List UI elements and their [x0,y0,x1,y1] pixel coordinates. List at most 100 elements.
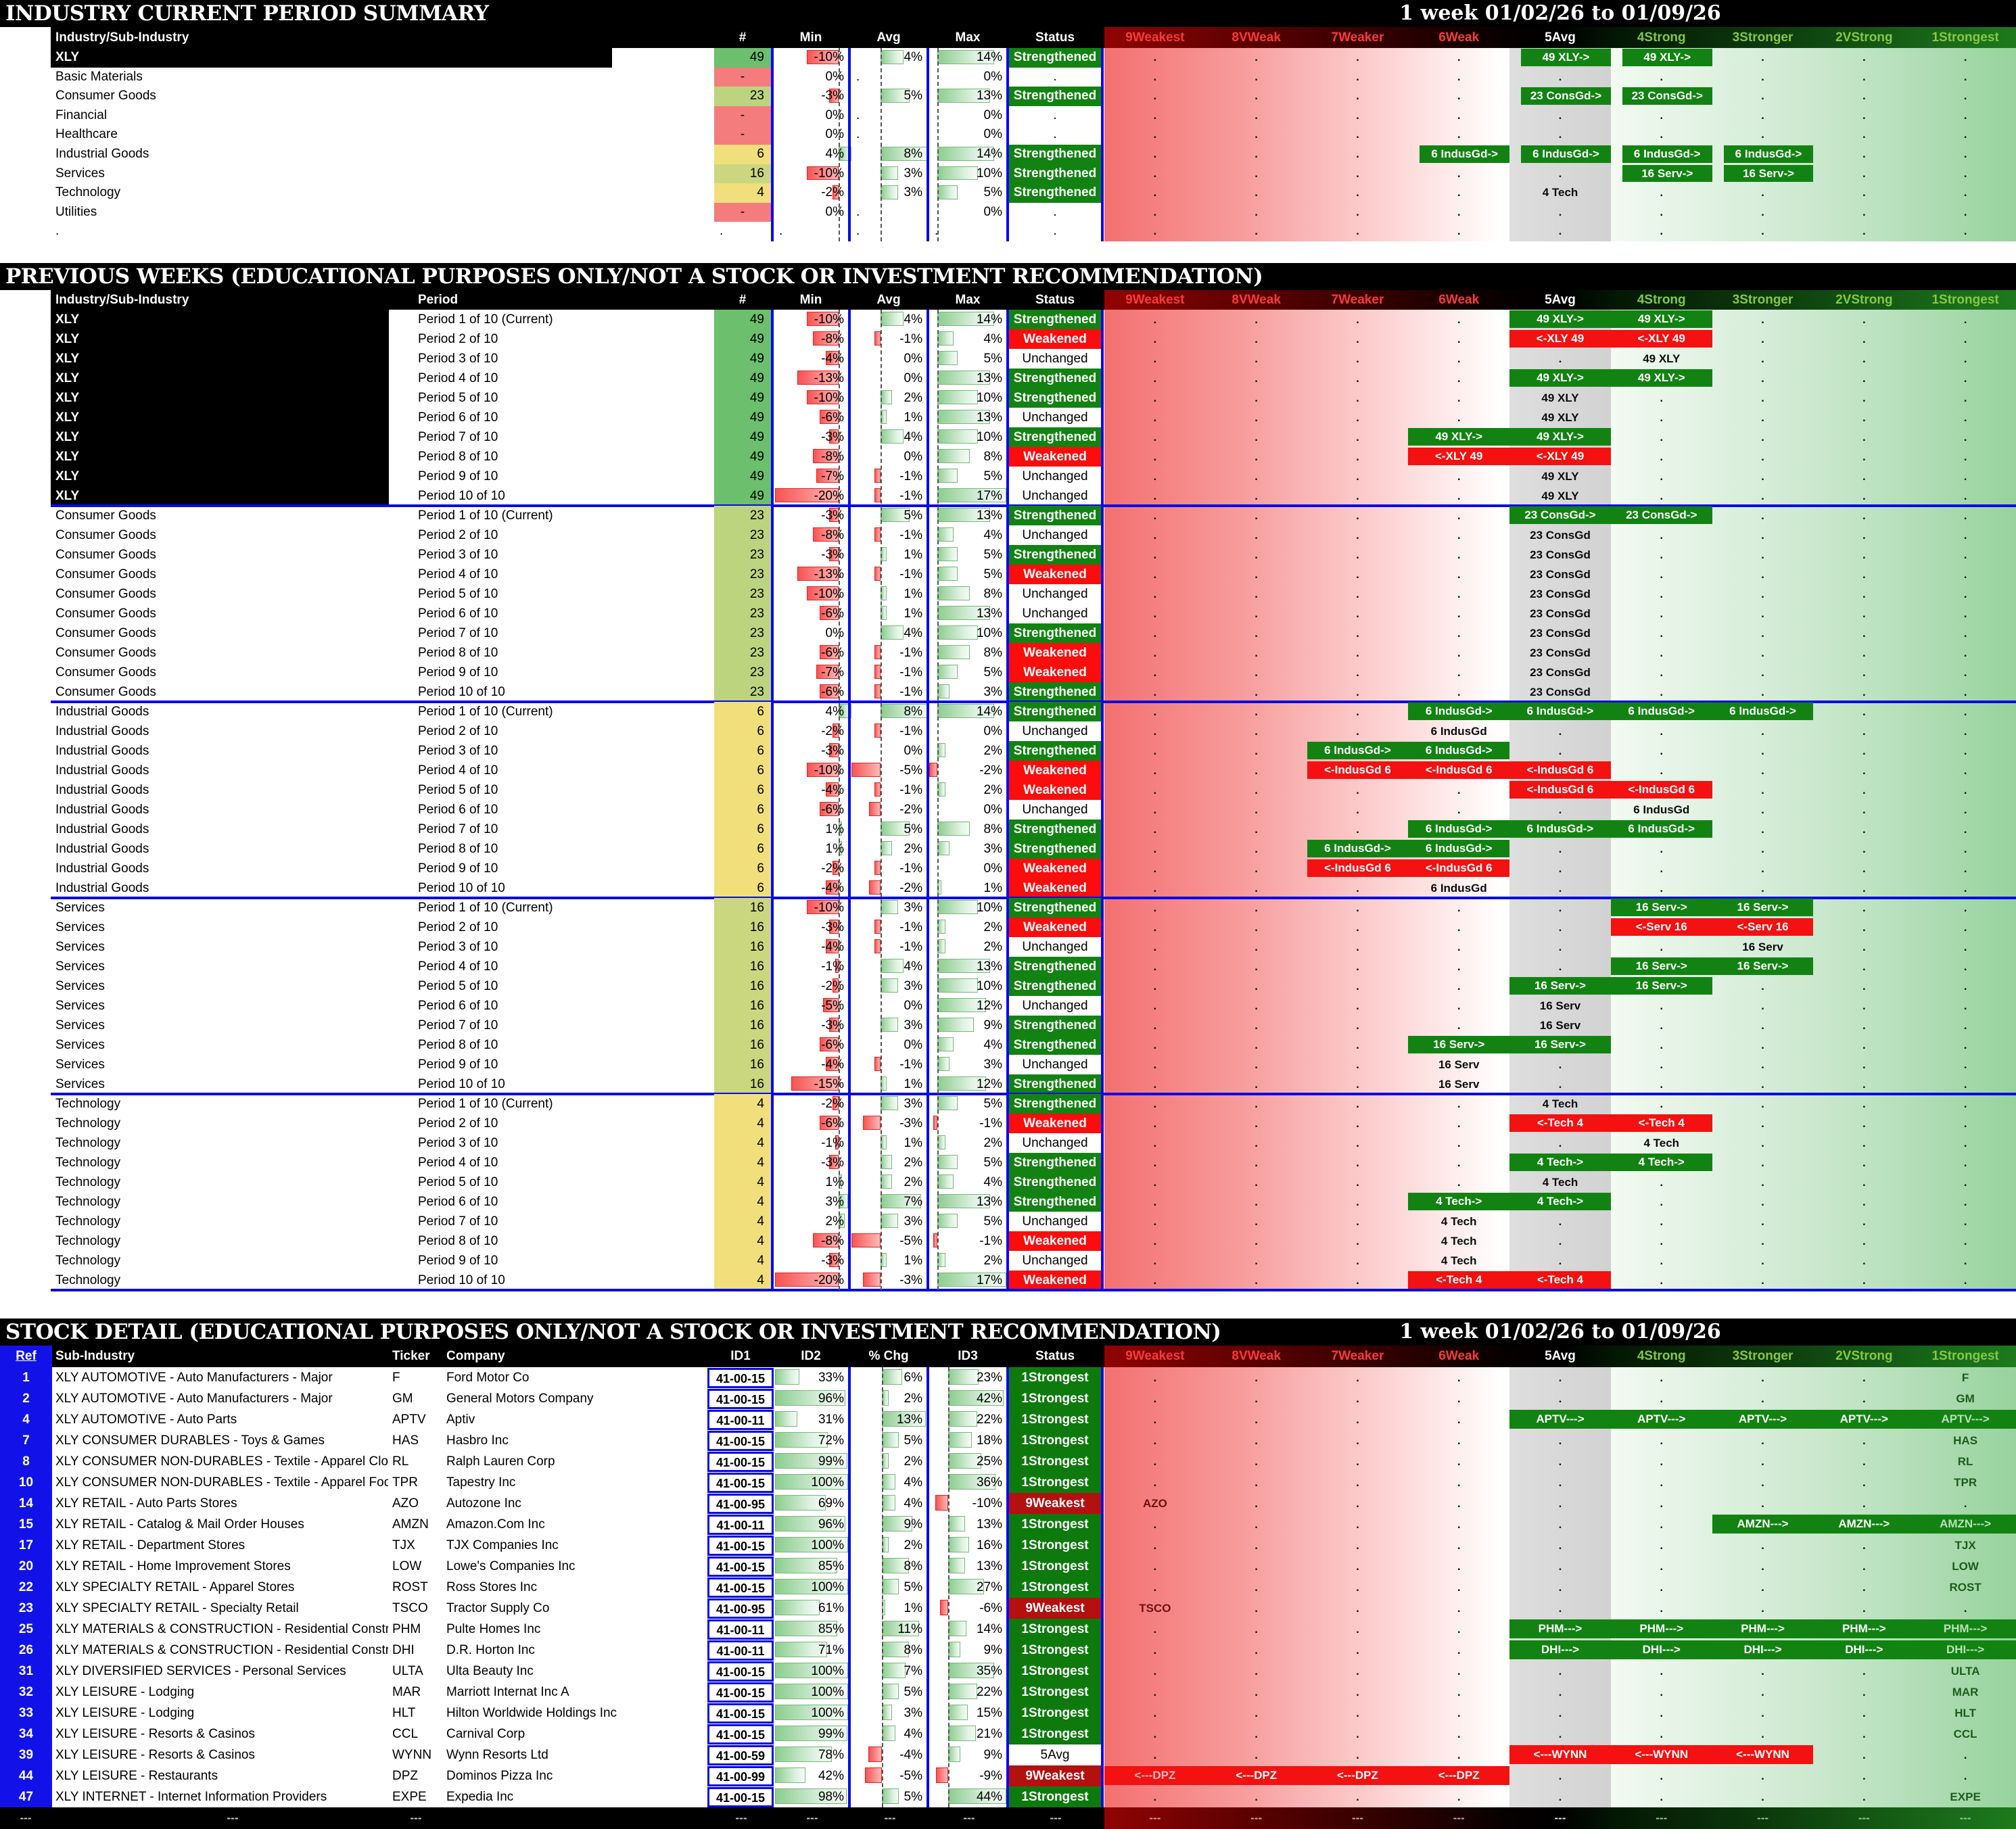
industry-label: Services [55,959,105,974]
status-cell: Strengthened [1009,369,1101,388]
heat-badge: <-XLY 49 [1610,330,1712,348]
avg-value: 2% [904,1175,922,1189]
max-value: -1% [979,1234,1002,1248]
heat-header-band [1104,27,2016,48]
avg-bar [874,488,881,502]
heat-cell: . [1963,960,1967,973]
heat-cell: . [1660,725,1664,738]
max-value: 5% [983,469,1002,483]
heat-cell: . [1558,1560,1562,1573]
period-label: Period 1 of 10 (Current) [418,1097,553,1111]
heat-label: AZO [1142,1497,1167,1510]
status-cell: 1Strongest [1009,1786,1101,1807]
count-cell-bg [714,702,771,721]
heat-cell: . [1660,1497,1664,1510]
heat-cell: . [1761,186,1764,199]
avg-value: 2% [904,391,922,405]
status-cell: Unchanged [1022,410,1088,425]
heat-cell: . [1660,686,1664,698]
heat-cell: . [1761,352,1764,365]
heat-cell: . [1660,941,1664,953]
period-label: Period 6 of 10 [418,410,498,425]
min-value: -4% [821,881,844,895]
heat-cell: . [1660,1539,1664,1552]
min-value: -8% [821,528,844,542]
min-bar [828,743,839,757]
heat-cell: . [1761,686,1764,698]
heat-cell: . [1963,333,1967,346]
heat-label: 4 Tech [1440,1235,1477,1248]
heat-cell: . [1457,1539,1461,1552]
heat-cell: . [1153,128,1157,141]
heat-cell: . [1963,186,1967,199]
period-label: Period 1 of 10 (Current) [418,312,553,327]
heat-cell: . [1153,1039,1157,1051]
avg-value: -1% [899,685,922,699]
heat-cell: . [1862,901,1866,914]
heat-cell: . [1660,588,1664,600]
id1-cell: 41-00-95 [707,1598,774,1619]
max-value: 13% [976,410,1002,425]
heat-cell: . [1356,960,1359,973]
count-cell-bg [714,1172,771,1192]
max-value: 5% [983,352,1002,366]
min-value: 1% [825,1175,844,1189]
heat-label: RL [1957,1455,1973,1468]
heat-cell: . [1558,352,1562,365]
count-cell-bg [714,1192,771,1212]
min-value: -2% [821,724,844,738]
heat-cell: . [1558,725,1562,738]
heat-label: 16 Serv [1539,999,1581,1012]
period-label: Period 8 of 10 [418,1038,498,1052]
heat-col-header: 6Weak [1438,293,1480,307]
min-bar [816,469,839,483]
heat-badge: <-IndusGd 6 [1307,859,1409,877]
heat-cell: . [1153,921,1157,934]
industry-label: Consumer Goods [55,567,156,581]
stocks-header-sub: Sub-Industry [55,1349,135,1363]
heat-cell: . [1660,1581,1664,1594]
heat-cell: . [1255,1195,1259,1208]
heat-label: 6 IndusGd [1430,882,1487,895]
count-cell-bg [714,145,771,164]
heat-cell: . [1963,607,1967,620]
industry-label: XLY [55,410,80,425]
heat-cell: . [1255,128,1259,141]
count-cell: 6 [757,861,764,876]
stocks-header-company: Company [446,1349,505,1363]
status-cell: 9Weakest [1009,1765,1101,1786]
count-cell: 16 [749,920,764,934]
avg-value: 3% [904,1097,922,1111]
count-cell-bg [714,1133,771,1153]
max-value: 4% [983,332,1002,346]
heat-badge: 23 ConsGd-> [1610,506,1712,524]
heat-cell: . [1457,1434,1461,1447]
ref-cell: 1 [22,1371,30,1385]
heat-cell: . [1862,548,1866,561]
heat-cell: . [1153,108,1157,122]
heat-cell: . [1153,686,1157,698]
heat-cell: . [1660,1707,1664,1719]
heat-cell: . [1558,1235,1562,1248]
max-value: 5% [983,548,1002,562]
heat-cell: . [1963,1039,1967,1051]
status-cell: Unchanged [1022,1136,1088,1150]
heat-cell: . [1255,1097,1259,1110]
heat-cell: . [1761,1602,1764,1615]
count-cell-bg [714,820,771,839]
heat-cell: . [1862,1235,1866,1248]
heat-cell: . [1862,764,1866,777]
period-label: Period 10 of 10 [418,1273,505,1287]
industry-label: Industrial Goods [55,861,149,876]
heat-col-header: 5Avg [1545,1349,1576,1363]
heat-label: GM [1956,1392,1975,1405]
min-value: -13% [814,567,844,581]
heat-cell: . [1558,108,1562,122]
status-cell: 1Strongest [1009,1409,1101,1430]
heat-cell: . [1660,607,1664,620]
previous-header-num: # [739,293,747,307]
heat-cell: . [1963,705,1967,718]
min-value: -4% [821,940,844,954]
heat-cell: . [1457,921,1461,934]
heat-cell: . [1862,1560,1866,1573]
